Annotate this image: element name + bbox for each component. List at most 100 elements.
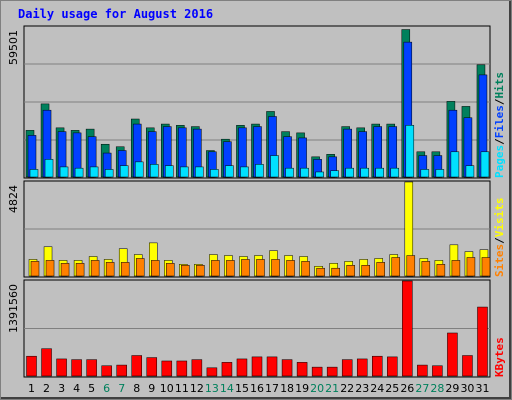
bar-kbytes-day-17 (266, 356, 278, 377)
bar-sites-day-1-fill (30, 261, 40, 277)
bar-pages-day-27-fill (420, 169, 430, 178)
bar-sites-day-14-fill (226, 260, 235, 277)
x-tick-label-day-31: 31 (475, 382, 489, 395)
bar-kbytes-day-22-fill (341, 359, 353, 377)
bar-pages-day-4 (74, 167, 84, 178)
x-tick-label-day-1: 1 (28, 382, 35, 395)
bar-kbytes-day-18-fill (281, 359, 293, 377)
bar-pages-day-30-fill (465, 165, 475, 178)
bar-pages-day-11-fill (180, 166, 189, 178)
bar-sites-day-28-fill (436, 264, 446, 277)
bar-pages-day-29 (450, 151, 460, 178)
bar-kbytes-day-28-fill (432, 365, 443, 377)
bar-pages-day-16 (255, 164, 264, 178)
bar-sites-day-12-fill (196, 265, 205, 277)
bar-kbytes-day-12-fill (191, 359, 203, 377)
x-tick-label-day-30: 30 (460, 382, 474, 395)
bar-sites-day-7-fill (120, 262, 130, 277)
bar-sites-day-3-fill (60, 263, 70, 277)
bar-pages-day-6 (104, 169, 114, 178)
bar-sites-day-17 (271, 259, 280, 277)
legend-entry-kbytes: KBytes (493, 337, 506, 377)
bar-pages-day-31-fill (480, 151, 490, 178)
bar-sites-day-16 (256, 259, 265, 277)
bar-pages-day-8-fill (134, 161, 144, 178)
bar-kbytes-day-31 (477, 306, 488, 377)
legend-entry-hits: Hits (493, 72, 506, 99)
bar-kbytes-day-26-fill (402, 280, 413, 377)
bar-sites-day-7 (120, 262, 130, 277)
bar-kbytes-day-9-fill (146, 357, 158, 377)
bar-sites-day-6 (105, 262, 115, 277)
bar-sites-day-31-fill (481, 257, 491, 277)
bar-kbytes-day-13-fill (206, 367, 218, 377)
bar-sites-day-6-fill (105, 262, 115, 277)
bar-kbytes-day-2-fill (41, 348, 52, 377)
bar-kbytes-day-24 (372, 355, 383, 377)
x-tick-label-day-21: 21 (325, 382, 339, 395)
panel-middle-max-label: 4824 (7, 185, 20, 213)
bar-pages-day-27 (420, 169, 430, 178)
bar-pages-day-16-fill (255, 164, 264, 178)
bar-kbytes-day-7 (116, 364, 127, 377)
bar-kbytes-day-30-fill (462, 355, 473, 377)
bar-kbytes-day-4-fill (71, 359, 82, 377)
bar-pages-day-25 (390, 167, 400, 178)
x-tick-label-day-5: 5 (88, 382, 95, 395)
x-tick-label-day-14: 14 (220, 382, 234, 395)
bar-pages-day-2-fill (44, 159, 54, 178)
bar-sites-day-1 (30, 261, 40, 277)
bar-kbytes-day-5 (86, 359, 97, 377)
bar-kbytes-day-8-fill (131, 355, 142, 377)
x-tick-label-day-19: 19 (295, 382, 309, 395)
bar-kbytes-day-29-fill (447, 332, 458, 377)
bar-kbytes-day-27-fill (417, 364, 428, 377)
bar-sites-day-29 (451, 260, 461, 277)
bar-pages-day-21-fill (330, 170, 339, 178)
x-tick-label-day-22: 22 (340, 382, 354, 395)
bar-kbytes-day-24-fill (372, 355, 383, 377)
bar-kbytes-day-21 (326, 366, 338, 377)
bar-sites-day-23 (361, 265, 370, 277)
bar-kbytes-day-17-fill (266, 356, 278, 377)
bar-sites-day-12 (196, 265, 205, 277)
bar-sites-day-25 (391, 257, 401, 277)
bar-kbytes-day-11 (176, 360, 188, 377)
bar-kbytes-day-1 (26, 355, 37, 377)
x-tick-label-day-23: 23 (355, 382, 369, 395)
bar-pages-day-31 (480, 151, 490, 178)
bar-sites-day-27-fill (421, 261, 431, 277)
bar-pages-day-18-fill (285, 167, 294, 178)
bar-kbytes-day-10-fill (161, 360, 173, 377)
bar-pages-day-6-fill (104, 169, 114, 178)
bar-kbytes-day-23 (356, 358, 368, 377)
bar-kbytes-day-25-fill (387, 356, 398, 377)
bar-kbytes-day-16-fill (251, 356, 263, 377)
bar-sites-day-22-fill (346, 265, 355, 277)
x-tick-label-day-7: 7 (118, 382, 125, 395)
bar-pages-day-28 (435, 169, 445, 178)
bar-kbytes-day-7-fill (116, 364, 127, 377)
bar-pages-day-14 (225, 165, 234, 178)
bar-kbytes-day-6-fill (101, 365, 112, 377)
bar-pages-day-21 (330, 170, 339, 178)
bar-sites-day-19-fill (301, 261, 310, 277)
bar-pages-day-1-fill (29, 169, 39, 178)
legend-entry-files: Files (493, 105, 506, 138)
bar-pages-day-11 (180, 166, 189, 178)
x-tick-label-day-9: 9 (148, 382, 155, 395)
bar-kbytes-day-26 (402, 280, 413, 377)
chart-title: Daily usage for August 2016 (18, 7, 213, 21)
x-tick-label-day-17: 17 (265, 382, 279, 395)
bar-kbytes-day-4 (71, 359, 82, 377)
bar-pages-day-15-fill (240, 166, 249, 178)
bar-sites-day-30 (466, 257, 476, 277)
bar-pages-day-17-fill (270, 155, 279, 178)
bar-pages-day-4-fill (74, 167, 84, 178)
bar-kbytes-day-8 (131, 355, 142, 377)
bar-kbytes-day-15 (236, 358, 248, 377)
bar-pages-day-8 (134, 161, 144, 178)
panel-bottom-max-label: 1391560 (7, 284, 20, 333)
bar-pages-day-30 (465, 165, 475, 178)
